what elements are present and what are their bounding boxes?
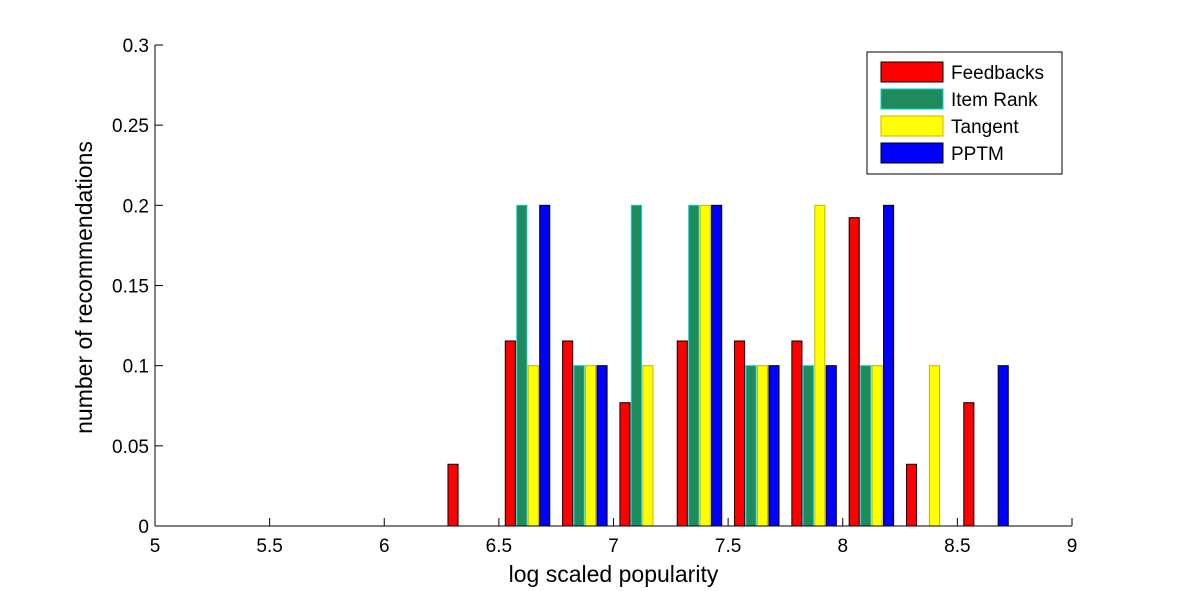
bar-tangent-13 — [928, 365, 940, 527]
bar-feedbacks-10 — [734, 340, 746, 527]
y-tick-label: 0.3 — [123, 36, 149, 57]
x-tick-label: 6 — [379, 536, 390, 557]
bar-tangent-11 — [814, 204, 826, 527]
bar-pptm-10 — [768, 365, 780, 527]
y-tick-label: 0.05 — [112, 437, 149, 458]
bar-feedbacks-8 — [619, 402, 631, 527]
bar-pptm-12 — [883, 204, 895, 527]
ticks-layer: 5 5.5 6 6.5 7 7.5 8 8.5 9 0 0.05 0.1 0.15 0.2 0.25 0.3 — [112, 36, 1077, 557]
y-tick-label: 0 — [138, 517, 149, 538]
bar-item-rank-11 — [802, 365, 814, 527]
legend-label-tangent: Tangent — [951, 117, 1019, 138]
legend-swatch-item-rank — [880, 88, 944, 110]
x-tick-label: 9 — [1067, 536, 1078, 557]
bar-pptm-11 — [825, 365, 837, 527]
legend-swatch-tangent — [880, 115, 944, 137]
legend-label-feedbacks: Feedbacks — [951, 63, 1044, 84]
bar-feedbacks-6 — [504, 340, 516, 527]
legend-label-item-rank: Item Rank — [951, 90, 1038, 111]
bar-feedbacks-5 — [447, 463, 459, 527]
bar-tangent-8 — [642, 365, 654, 527]
bar-pptm-9 — [711, 204, 723, 527]
x-tick-label: 6.5 — [486, 536, 512, 557]
bar-tangent-6 — [527, 365, 539, 527]
x-tick-label: 5 — [150, 536, 161, 557]
bar-pptm-7 — [596, 365, 608, 527]
bar-feedbacks-7 — [562, 340, 574, 527]
y-tick-label: 0.15 — [112, 277, 149, 298]
bar-feedbacks-11 — [791, 340, 803, 527]
bar-tangent-7 — [585, 365, 597, 527]
x-axis-label: log scaled popularity — [509, 561, 719, 587]
bar-item-rank-10 — [745, 365, 757, 527]
bar-pptm-6 — [539, 204, 551, 527]
x-tick-label: 7.5 — [715, 536, 741, 557]
x-tick-label: 7 — [608, 536, 619, 557]
legend-label-pptm: PPTM — [951, 144, 1004, 165]
bar-tangent-10 — [756, 365, 769, 527]
legend-swatch-pptm — [880, 142, 944, 164]
y-tick-label: 0.2 — [123, 196, 149, 217]
x-tick-label: 5.5 — [256, 536, 282, 557]
x-tick-label: 8.5 — [944, 536, 970, 557]
bar-tangent-12 — [871, 365, 883, 527]
legend: Feedbacks Item Rank Tangent PPTM — [866, 51, 1063, 175]
bar-feedbacks-9 — [676, 340, 688, 527]
y-tick-label: 0.25 — [112, 116, 149, 137]
bar-pptm-14 — [997, 365, 1009, 527]
legend-swatch-feedbacks — [880, 61, 944, 83]
bar-item-rank-8 — [630, 204, 642, 527]
y-axis-label: number of recommendations — [71, 141, 97, 434]
bar-item-rank-12 — [860, 365, 872, 527]
bar-item-rank-7 — [573, 365, 585, 527]
bars-layer — [447, 204, 1009, 527]
y-tick-label: 0.1 — [123, 357, 149, 378]
bar-feedbacks-13 — [905, 463, 918, 527]
bar-tangent-9 — [699, 204, 711, 527]
bar-feedbacks-12 — [848, 217, 860, 527]
bar-item-rank-6 — [516, 204, 528, 527]
x-tick-label: 8 — [837, 536, 848, 557]
bar-item-rank-9 — [688, 204, 700, 527]
bar-feedbacks-14 — [963, 402, 975, 527]
